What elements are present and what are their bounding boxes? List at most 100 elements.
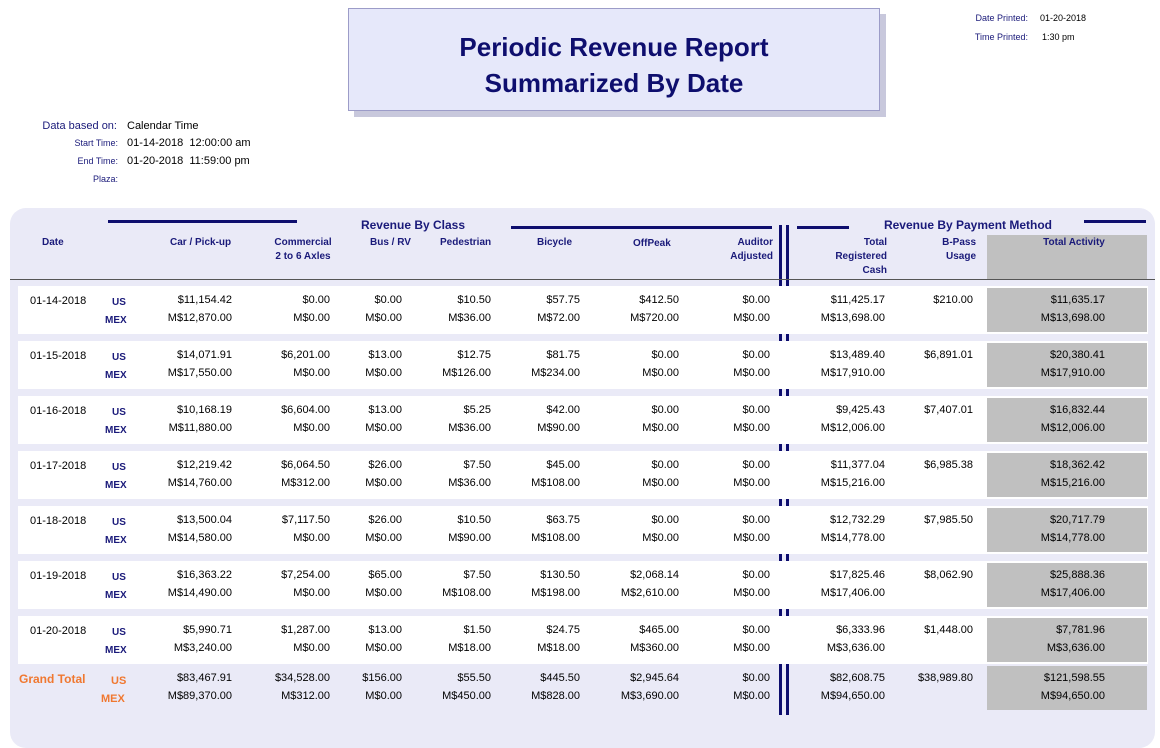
cell-us-bus: $156.00 <box>362 672 402 684</box>
cell-us-bpass: $6,891.01 <box>924 349 973 361</box>
cell-mex-cash: M$14,778.00 <box>820 532 885 544</box>
cell-us-bus: $65.00 <box>368 569 402 581</box>
cell-mex-offpeak: M$0.00 <box>642 532 679 544</box>
currency-mex-label: MEX <box>105 425 127 436</box>
start-time-label: Start Time: <box>74 138 118 148</box>
cell-us-bike: $81.75 <box>546 349 580 361</box>
cell-us-car: $16,363.22 <box>176 569 232 581</box>
col-cash-line1: Total <box>863 237 887 248</box>
cell-us-car: $11,154.42 <box>177 294 232 306</box>
report-title-box: Periodic Revenue Report Summarized By Da… <box>348 8 880 111</box>
cell-us-bpass: $210.00 <box>933 294 973 306</box>
end-time-value: 01-20-2018 11:59:00 pm <box>127 155 250 167</box>
cell-us-bus: $26.00 <box>368 459 402 471</box>
cell-us-auditor: $0.00 <box>742 294 770 306</box>
cell-us-total: $25,888.36 <box>1049 569 1105 581</box>
col-cash-header: Total Registered Cash <box>800 236 887 278</box>
cell-mex-total: M$12,006.00 <box>1040 422 1105 434</box>
revenue-by-class-title: Revenue By Class <box>360 218 466 232</box>
cell-mex-offpeak: M$0.00 <box>642 367 679 379</box>
cell-us-car: $10,168.19 <box>176 404 232 416</box>
cell-mex-bus: M$0.00 <box>365 312 402 324</box>
cell-mex-offpeak: M$2,610.00 <box>620 587 679 599</box>
cell-us-commercial: $6,064.50 <box>281 459 330 471</box>
currency-mex-label: MEX <box>105 645 127 656</box>
cell-us-ped: $10.50 <box>457 514 491 526</box>
cell-us-cash: $6,333.96 <box>836 624 885 636</box>
cell-us-cash: $13,489.40 <box>829 349 885 361</box>
cell-mex-auditor: M$0.00 <box>733 422 770 434</box>
cell-mex-bike: M$18.00 <box>537 642 580 654</box>
cell-us-bus: $26.00 <box>368 514 402 526</box>
cell-mex-ped: M$108.00 <box>442 587 491 599</box>
cell-mex-commercial: M$0.00 <box>293 312 330 324</box>
currency-us-label: US <box>112 627 126 638</box>
currency-us-label: US <box>111 675 127 687</box>
col-bike-header: Bicycle <box>537 237 573 248</box>
row-card <box>18 396 1148 444</box>
total-activity-cell-bg <box>987 288 1147 332</box>
row-card <box>18 561 1148 609</box>
cell-us-bus: $0.00 <box>374 294 402 306</box>
cell-mex-bike: M$108.00 <box>531 477 580 489</box>
data-basis-value: Calendar Time <box>127 120 199 132</box>
cell-us-auditor: $0.00 <box>742 349 770 361</box>
cell-mex-offpeak: M$360.00 <box>630 642 679 654</box>
cell-mex-cash: M$17,406.00 <box>820 587 885 599</box>
total-activity-cell-bg <box>987 453 1147 497</box>
cell-mex-commercial: M$0.00 <box>293 367 330 379</box>
cell-us-commercial: $0.00 <box>302 294 330 306</box>
cell-mex-bike: M$72.00 <box>537 312 580 324</box>
cell-mex-commercial: M$0.00 <box>293 532 330 544</box>
cell-us-offpeak: $465.00 <box>639 624 679 636</box>
col-ped-header: Pedestrian <box>440 237 492 248</box>
cell-mex-ped: M$36.00 <box>448 477 491 489</box>
start-time-value: 01-14-2018 12:00:00 am <box>127 137 251 149</box>
cell-us-bpass: $38,989.80 <box>917 672 973 684</box>
cell-mex-cash: M$94,650.00 <box>820 690 885 702</box>
col-commercial-line1: Commercial <box>274 237 332 248</box>
cell-us-bpass: $7,407.01 <box>924 404 973 416</box>
end-time-label: End Time: <box>77 156 118 166</box>
cell-us-offpeak: $0.00 <box>651 404 679 416</box>
cell-mex-car: M$3,240.00 <box>173 642 232 654</box>
col-commercial-line2: 2 to 6 Axles <box>275 251 331 262</box>
col-bpass-line2: Usage <box>945 251 976 262</box>
col-cash-line2: Registered <box>835 251 887 262</box>
cell-mex-offpeak: M$0.00 <box>642 422 679 434</box>
cell-mex-offpeak: M$3,690.00 <box>620 690 679 702</box>
cell-us-offpeak: $0.00 <box>651 349 679 361</box>
cell-mex-total: M$14,778.00 <box>1040 532 1105 544</box>
cell-mex-bike: M$108.00 <box>531 532 580 544</box>
row-card <box>18 341 1148 389</box>
row-card <box>18 286 1148 334</box>
cell-mex-ped: M$450.00 <box>442 690 491 702</box>
cell-us-cash: $82,608.75 <box>829 672 885 684</box>
currency-us-label: US <box>112 407 126 418</box>
cell-us-commercial: $34,528.00 <box>274 672 330 684</box>
cell-us-car: $14,071.91 <box>176 349 232 361</box>
cell-us-auditor: $0.00 <box>742 569 770 581</box>
cell-us-car: $13,500.04 <box>176 514 232 526</box>
time-printed-value: 1:30 pm <box>1042 32 1075 42</box>
cell-mex-auditor: M$0.00 <box>733 690 770 702</box>
cell-mex-bus: M$0.00 <box>365 532 402 544</box>
cell-mex-ped: M$36.00 <box>448 422 491 434</box>
cell-us-car: $12,219.42 <box>176 459 232 471</box>
cell-us-bus: $13.00 <box>368 624 402 636</box>
cell-us-commercial: $1,287.00 <box>281 624 330 636</box>
cell-mex-bus: M$0.00 <box>365 422 402 434</box>
plaza-label: Plaza: <box>92 174 118 184</box>
payment-group-rule-left <box>797 226 849 229</box>
cell-us-auditor: $0.00 <box>742 624 770 636</box>
class-group-rule-left <box>108 220 297 223</box>
cell-mex-total: M$13,698.00 <box>1040 312 1105 324</box>
cell-mex-ped: M$126.00 <box>442 367 491 379</box>
date-printed-label: Date Printed: <box>975 13 1028 23</box>
cell-us-bpass: $6,985.38 <box>924 459 973 471</box>
cell-mex-cash: M$17,910.00 <box>820 367 885 379</box>
cell-us-bike: $45.00 <box>546 459 580 471</box>
col-date-header: Date <box>42 237 64 248</box>
cell-us-commercial: $7,254.00 <box>281 569 330 581</box>
col-auditor-line2: Adjusted <box>730 251 773 262</box>
